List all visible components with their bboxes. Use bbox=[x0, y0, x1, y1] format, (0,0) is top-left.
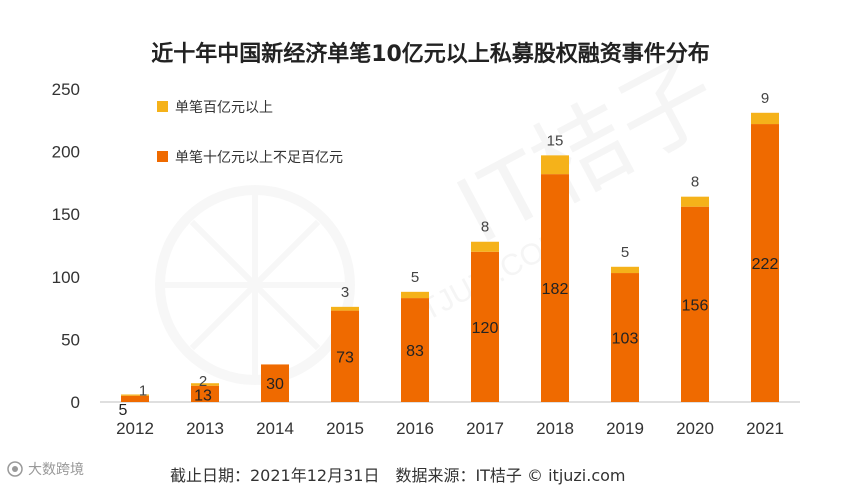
y-tick-label: 50 bbox=[61, 330, 80, 349]
x-tick-label: 2012 bbox=[116, 419, 154, 438]
bar-segment-large bbox=[471, 241, 499, 252]
data-label-medium: 30 bbox=[266, 376, 284, 393]
y-tick-label: 100 bbox=[52, 268, 80, 287]
x-tick-label: 2016 bbox=[396, 419, 434, 438]
y-axis: 0 50 100 150 200 250 bbox=[52, 80, 80, 412]
data-label-large: 5 bbox=[411, 269, 419, 286]
data-label-large: 15 bbox=[547, 132, 564, 149]
x-tick-label: 2014 bbox=[256, 419, 294, 438]
data-label-large: 2 bbox=[199, 373, 207, 390]
bar-segment-large bbox=[751, 112, 779, 125]
data-label-large: 5 bbox=[621, 244, 629, 261]
bar-segment-large bbox=[401, 291, 429, 299]
data-label-medium: 5 bbox=[119, 402, 128, 419]
legend-label-large: 单笔百亿元以上 bbox=[175, 100, 273, 116]
bar-segment-large bbox=[541, 155, 569, 175]
data-label-large: 9 bbox=[761, 90, 769, 107]
source-note: 截止日期：2021年12月31日 数据来源：IT桔子 © itjuzi.com bbox=[170, 466, 626, 485]
bar-segment-large bbox=[331, 306, 359, 311]
bar-segment-medium bbox=[401, 298, 429, 402]
y-tick-label: 150 bbox=[52, 205, 80, 224]
bar-segment-medium bbox=[191, 385, 219, 402]
x-tick-label: 2020 bbox=[676, 419, 714, 438]
x-tick-label: 2013 bbox=[186, 419, 224, 438]
bar-segment-medium bbox=[471, 251, 499, 402]
x-axis: 2012 2013 2014 2015 2016 2017 2018 2019 2020 2021 bbox=[116, 419, 784, 438]
bar-segment-medium bbox=[261, 364, 289, 402]
legend-swatch-medium bbox=[157, 151, 168, 162]
data-label-medium: 222 bbox=[752, 256, 779, 273]
data-label-large: 3 bbox=[341, 284, 349, 301]
data-label-medium: 156 bbox=[682, 297, 709, 314]
bar-segment-large bbox=[681, 196, 709, 207]
data-label-large: 8 bbox=[691, 174, 699, 191]
data-label-large: 8 bbox=[481, 219, 489, 236]
bar-segment-medium bbox=[681, 206, 709, 402]
y-tick-label: 200 bbox=[52, 143, 80, 162]
legend-swatch-large bbox=[157, 101, 168, 112]
bar-segment-medium bbox=[611, 273, 639, 402]
x-tick-label: 2021 bbox=[746, 419, 784, 438]
bar-segment-large bbox=[121, 394, 149, 396]
watermark: IT桔子 ITJUZI.COM bbox=[155, 39, 735, 385]
x-tick-label: 2015 bbox=[326, 419, 364, 438]
bar-segment-medium bbox=[121, 395, 149, 402]
bar-segment-medium bbox=[331, 310, 359, 402]
data-label-large: 1 bbox=[139, 382, 147, 399]
bar-segment-medium bbox=[751, 124, 779, 402]
corner-logo-text: 大数跨境 bbox=[28, 462, 84, 478]
bar-segment-large bbox=[191, 383, 219, 386]
x-tick-label: 2018 bbox=[536, 419, 574, 438]
data-label-medium: 13 bbox=[194, 388, 212, 405]
chart-title: 近十年中国新经济单笔10亿元以上私募股权融资事件分布 bbox=[151, 42, 710, 67]
data-label-medium: 73 bbox=[336, 349, 354, 366]
data-label-medium: 182 bbox=[542, 281, 569, 298]
y-tick-label: 250 bbox=[52, 80, 80, 99]
corner-logo-icon bbox=[7, 461, 23, 477]
x-tick-label: 2017 bbox=[466, 419, 504, 438]
data-label-medium: 120 bbox=[472, 320, 499, 337]
data-label-medium: 103 bbox=[612, 331, 639, 348]
bar-segment-medium bbox=[541, 174, 569, 402]
x-tick-label: 2019 bbox=[606, 419, 644, 438]
data-label-medium: 83 bbox=[406, 343, 424, 360]
corner-logo: 大数跨境 bbox=[7, 461, 84, 478]
y-tick-label: 0 bbox=[71, 393, 80, 412]
legend-label-medium: 单笔十亿元以上不足百亿元 bbox=[175, 150, 343, 166]
bar-segment-large bbox=[611, 266, 639, 274]
